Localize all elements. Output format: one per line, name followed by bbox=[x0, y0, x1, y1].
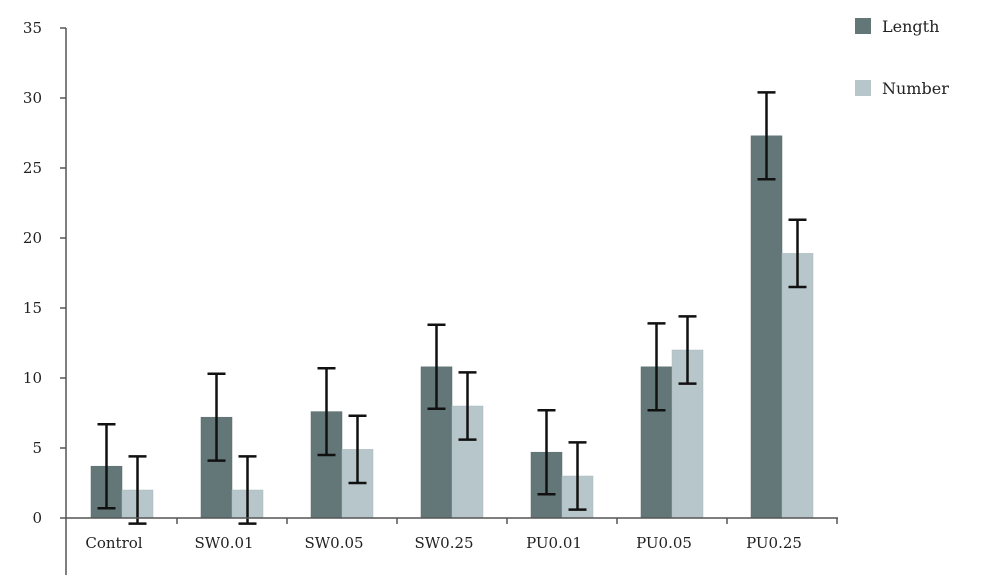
legend: Length Number bbox=[855, 17, 949, 98]
x-tick-label: PU0.25 bbox=[746, 534, 802, 552]
y-tick-label: 15 bbox=[23, 299, 42, 317]
y-tick-label: 5 bbox=[32, 439, 42, 457]
x-tick-label: SW0.01 bbox=[194, 534, 253, 552]
y-tick-label: 20 bbox=[23, 229, 42, 247]
x-tick-label: PU0.05 bbox=[636, 534, 692, 552]
legend-swatch-length bbox=[855, 18, 871, 34]
legend-swatch-number bbox=[855, 80, 871, 96]
y-tick-label: 30 bbox=[23, 89, 42, 107]
y-tick-label: 35 bbox=[23, 19, 42, 37]
bar-number bbox=[781, 253, 814, 519]
y-tick-label: 0 bbox=[32, 509, 42, 527]
y-tick-label: 10 bbox=[23, 369, 42, 387]
y-axis-ticks: 0 5 10 15 20 25 30 35 bbox=[23, 19, 66, 527]
x-tick-label: SW0.05 bbox=[304, 534, 363, 552]
bar-length bbox=[750, 135, 783, 519]
legend-label-length: Length bbox=[882, 17, 939, 36]
x-axis-ticks: Control SW0.01 SW0.05 SW0.25 PU0.01 PU0.05 PU0… bbox=[85, 518, 838, 552]
error-bars-group bbox=[97, 91, 807, 525]
x-tick-label: PU0.01 bbox=[526, 534, 582, 552]
x-tick-label: SW0.25 bbox=[414, 534, 473, 552]
legend-label-number: Number bbox=[882, 79, 949, 98]
x-tick-label: Control bbox=[85, 534, 142, 552]
y-tick-label: 25 bbox=[23, 159, 42, 177]
bars-group bbox=[90, 135, 814, 519]
